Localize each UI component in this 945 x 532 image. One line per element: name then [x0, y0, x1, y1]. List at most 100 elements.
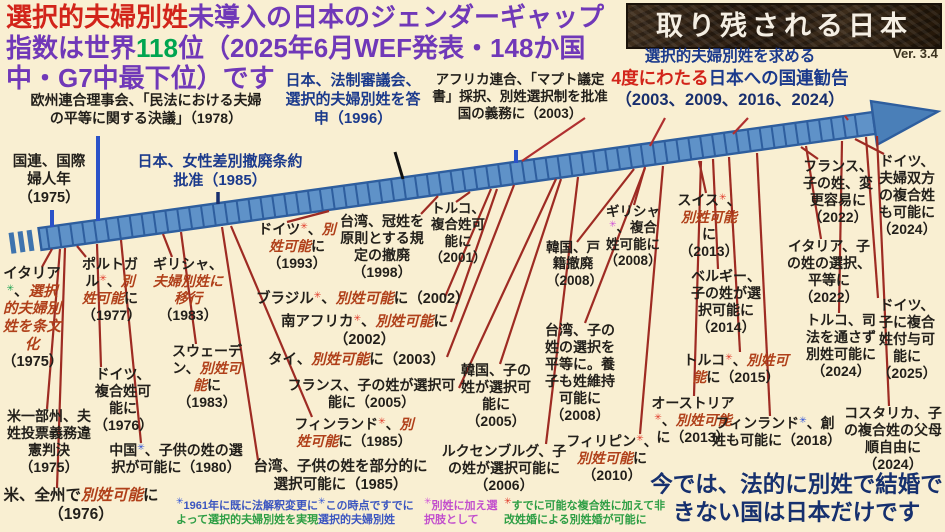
page-title: 選択的夫婦別姓未導入の日本のジェンダーギャップ指数は世界118位（2025年6月…	[6, 2, 622, 94]
timeline-tick	[770, 125, 776, 149]
timeline-entry-italy-1975: イタリア✳、選択的夫婦別姓を条文化（1975）	[2, 266, 63, 372]
timeline-tick	[57, 225, 63, 248]
un-recommendation-block: 選択的夫婦別姓を求める 4度にわたる日本への国連勧告 （2003、2009、20…	[585, 47, 875, 111]
timeline-tick	[390, 178, 396, 201]
entry-text: 別姓に加え選択肢として	[424, 500, 498, 527]
entry-text: トルコ、複合姓可能に（2001）	[429, 201, 487, 266]
entry-text: 台湾、子の姓の選択を平等に。養子も姓維持可能に（2008）	[545, 322, 615, 424]
milestone-cedaw-1985: 日本、女性差別撤廃条約批准（1985）	[137, 153, 303, 189]
timeline-tick	[675, 139, 681, 162]
timeline-tick	[461, 168, 467, 192]
asterisk-marker: ✳	[300, 221, 308, 231]
timeline-tick	[699, 135, 705, 158]
entry-text: に（2013）	[656, 429, 730, 446]
timeline-tick	[437, 172, 443, 195]
timeline-tick	[259, 197, 265, 220]
entry-text: スウェーデン、	[172, 343, 242, 377]
un-rec-line2: 4度にわたる日本への国連勧告	[585, 67, 875, 90]
timeline-tick	[485, 165, 491, 188]
timeline-tick	[413, 175, 419, 198]
timeline-entry-france-2022: フランス、子の姓、変更容易に（2022）	[800, 158, 876, 226]
milestone-africa-2003: アフリカ連合、「マプト議定書」採択、別姓選択制を批准国の義務に（2003）	[432, 72, 608, 121]
timeline-tick	[295, 192, 300, 215]
entry-text: フランス、子の姓、変更容易に（2022）	[803, 158, 873, 226]
timeline-entry-greece-2008: ギリシャ✳、複合姓可能に（2008）	[604, 204, 662, 270]
timeline-tick	[211, 203, 217, 226]
timeline-entry-belgium-2014: ベルギー、子の姓が選択可能に（2014）	[688, 268, 764, 336]
timeline-tick	[223, 202, 229, 225]
title-text-2: 位（2025年6月WEF発表・148か国中・G7中最下位）です	[6, 32, 586, 94]
entry-text: 韓国、戸籍撤廃（2008）	[546, 240, 604, 288]
timeline-tick	[782, 124, 788, 147]
entry-text: 中国	[109, 442, 138, 458]
timeline-entry-korea-2008: 韓国、戸籍撤廃（2008）	[546, 240, 604, 289]
timeline-entry-taiwan-2008: 台湾、子の姓の選択を平等に。養子も姓維持可能に（2008）	[540, 322, 620, 424]
entry-text: に（1976）	[48, 487, 159, 523]
timeline-tick	[366, 182, 372, 205]
timeline-entry-turkey-2001: トルコ、複合姓可能に（2001）	[428, 201, 488, 267]
timeline-entry-turkey-2015: トルコ✳、別姓可能に（2015）	[682, 352, 790, 386]
un-rec-years: （2003、2009、2016、2024）	[615, 90, 845, 109]
timeline-tick	[188, 207, 194, 230]
asterisk-marker: ✳	[6, 282, 15, 293]
timeline-tick	[758, 127, 764, 150]
entry-text: に（2002）	[393, 291, 470, 307]
asterisk-marker: ✳	[654, 412, 662, 423]
entry-text: （1983）	[158, 307, 218, 324]
entry-text: ドイツ	[258, 221, 301, 237]
timeline-tick	[592, 150, 598, 173]
entry-text: に（2002）	[333, 314, 449, 348]
entry-text: ポルトガル	[82, 256, 138, 290]
timeline-tick	[604, 149, 610, 172]
entry-text: この時点ですでに選択的夫婦別姓	[318, 500, 414, 527]
entry-text: 台湾、子供の姓を部分的に選択可能に（1985）	[253, 459, 428, 493]
timeline-entry-fn3: ✳別姓に加え選択肢として	[424, 496, 504, 528]
timeline-tick	[449, 170, 455, 193]
timeline-entry-taiwan-1985: 台湾、子供の姓を部分的に選択可能に（1985）	[248, 459, 433, 494]
timeline-entry-austria-2013: オーストリア✳、別姓可能に（2013）	[650, 395, 736, 446]
entry-text: 別姓可能	[692, 352, 789, 386]
entry-text: 別姓可能	[311, 352, 370, 368]
timeline-entry-italy-2022: イタリア、子の姓の選択、平等に（2022）	[786, 238, 872, 306]
timeline-entry-us-all-1976: 米、全州で別姓可能に（1976）	[2, 487, 160, 525]
timeline-entry-southafrica-2002: 南アフリカ✳、別姓可能に（2002）	[272, 313, 457, 349]
timeline-tick	[568, 154, 574, 177]
un-rec-line1: 選択的夫婦別姓を求める	[644, 48, 816, 65]
timeline-tick	[93, 220, 98, 243]
asterisk-marker: ✳	[318, 496, 326, 506]
timeline-tick	[746, 129, 752, 152]
asterisk-marker: ✳	[636, 433, 644, 443]
entry-text: に（2015）	[706, 369, 780, 386]
entry-text: 別姓可能	[335, 291, 394, 307]
timeline-entry-germany-1976: ドイツ、複合姓可能に（1976）	[94, 366, 153, 434]
timeline-tick	[509, 162, 514, 185]
timeline-tick	[722, 132, 728, 155]
asterisk-marker: ✳	[719, 192, 727, 202]
timeline-start-dashes	[8, 229, 35, 254]
entry-text: フィンランド	[294, 416, 379, 432]
entry-text: ギリシャ、	[153, 256, 223, 272]
entry-text: 別姓可能	[296, 416, 414, 450]
timeline-entry-greece-1983: ギリシャ、夫婦別姓に移行（1983）	[148, 256, 228, 324]
timeline-tick	[853, 114, 859, 137]
timeline-tick	[829, 117, 835, 140]
timeline-entry-switzerland-2013: スイス✳、別姓可能に（2013）	[676, 192, 742, 260]
entry-text: 韓国、子の姓が選択可能に（2005）	[461, 362, 531, 430]
entry-text: 、	[661, 412, 676, 429]
entry-text: スイス	[677, 192, 720, 208]
timeline-tick	[425, 173, 431, 197]
timeline-entry-luxembourg-2006: ルクセンブルグ、子の姓が選択可能に（2006）	[440, 443, 568, 494]
timeline-tick	[45, 226, 51, 249]
entry-text: トルコ	[683, 352, 726, 368]
timeline-entry-sweden-1983: スウェーデン、別姓可能に（1983）	[170, 343, 244, 411]
timeline-entry-taiwan-1998: 台湾、冠姓を原則とする規定の撤廃（1998）	[340, 213, 424, 281]
timeline-tick	[556, 155, 562, 178]
asterisk-marker: ✳	[137, 442, 145, 452]
milestone-shingikai-1996: 日本、法制審議会、選択的夫婦別姓を答申（1996）	[285, 72, 421, 127]
entry-text: に（2003）	[369, 352, 445, 368]
timeline-tick	[473, 167, 479, 190]
entry-text: 、	[732, 352, 747, 368]
entry-text: イタリア、子の姓の選択、平等に（2022）	[787, 238, 871, 306]
timeline-tick	[520, 160, 526, 183]
